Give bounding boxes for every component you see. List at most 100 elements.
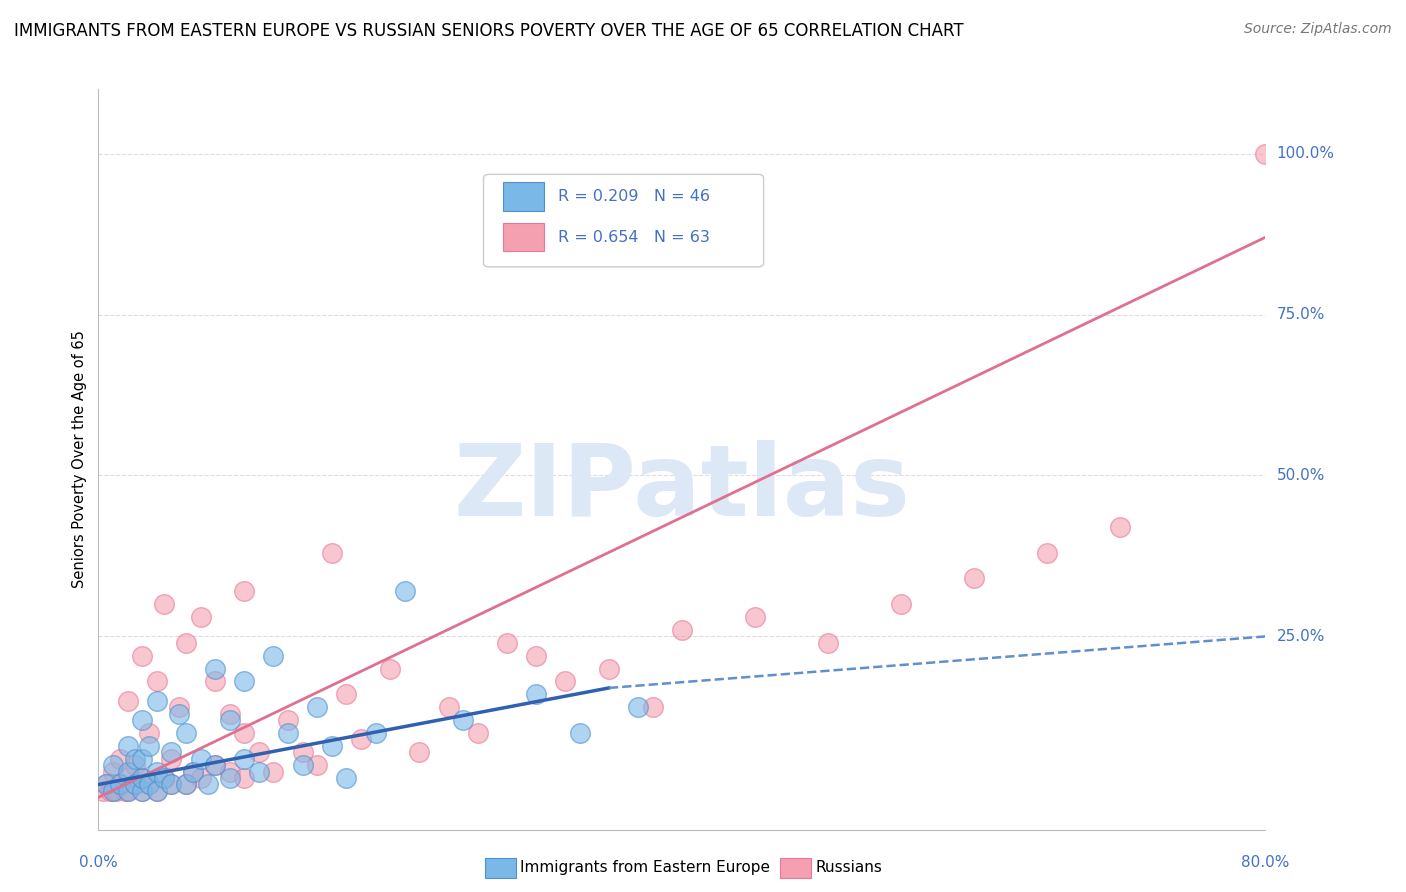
Point: [554, 674, 576, 689]
Text: Russians: Russians: [815, 860, 883, 874]
Point: [394, 584, 416, 599]
Text: 0.0%: 0.0%: [79, 855, 118, 870]
Text: 80.0%: 80.0%: [1241, 855, 1289, 870]
Point: [524, 648, 547, 663]
Point: [451, 713, 474, 727]
Bar: [780, 858, 811, 878]
Point: [204, 662, 226, 676]
Point: [321, 546, 343, 560]
Point: [131, 771, 153, 785]
Text: Source: ZipAtlas.com: Source: ZipAtlas.com: [1244, 22, 1392, 37]
Point: [218, 771, 240, 785]
Point: [467, 726, 489, 740]
Point: [190, 771, 212, 785]
Point: [131, 648, 153, 663]
Point: [131, 771, 153, 785]
Point: [204, 674, 226, 689]
Point: [641, 700, 664, 714]
Point: [117, 784, 139, 798]
Point: [380, 662, 402, 676]
Point: [233, 584, 256, 599]
Text: 50.0%: 50.0%: [1277, 468, 1324, 483]
Point: [291, 745, 314, 759]
Point: [817, 636, 839, 650]
Point: [138, 777, 160, 791]
Bar: [503, 183, 544, 211]
Point: [568, 726, 591, 740]
Point: [110, 752, 132, 766]
Point: [890, 597, 912, 611]
Point: [321, 739, 343, 753]
Point: [262, 764, 284, 779]
Point: [153, 771, 176, 785]
Point: [671, 623, 693, 637]
Y-axis label: Seniors Poverty Over the Age of 65: Seniors Poverty Over the Age of 65: [72, 330, 87, 589]
Point: [167, 700, 190, 714]
Point: [167, 706, 190, 721]
Point: [131, 784, 153, 798]
Point: [160, 745, 183, 759]
Point: [233, 726, 256, 740]
Point: [277, 726, 299, 740]
Point: [160, 777, 183, 791]
Point: [160, 752, 183, 766]
Point: [204, 758, 226, 772]
Point: [124, 758, 146, 772]
Point: [124, 777, 146, 791]
Point: [124, 777, 146, 791]
Point: [91, 784, 114, 798]
Point: [146, 784, 169, 798]
Point: [153, 771, 176, 785]
Point: [117, 764, 139, 779]
Point: [146, 694, 169, 708]
Point: [247, 764, 270, 779]
Point: [1035, 546, 1057, 560]
Point: [437, 700, 460, 714]
Text: IMMIGRANTS FROM EASTERN EUROPE VS RUSSIAN SENIORS POVERTY OVER THE AGE OF 65 COR: IMMIGRANTS FROM EASTERN EUROPE VS RUSSIA…: [14, 22, 963, 40]
Point: [131, 752, 153, 766]
Bar: [485, 858, 516, 878]
Point: [598, 662, 620, 676]
Point: [101, 784, 124, 798]
Point: [117, 784, 139, 798]
Point: [181, 764, 204, 779]
Point: [190, 752, 212, 766]
Point: [233, 752, 256, 766]
Point: [627, 700, 650, 714]
Point: [408, 745, 430, 759]
Point: [117, 694, 139, 708]
Point: [197, 777, 219, 791]
Point: [94, 777, 117, 791]
Point: [138, 726, 160, 740]
Point: [233, 674, 256, 689]
Point: [101, 764, 124, 779]
Point: [218, 764, 240, 779]
Point: [104, 784, 127, 798]
Point: [174, 777, 197, 791]
Point: [496, 636, 519, 650]
Point: [153, 597, 176, 611]
Text: ZIPatlas: ZIPatlas: [454, 441, 910, 538]
Point: [1254, 146, 1277, 161]
Point: [110, 777, 132, 791]
Point: [174, 777, 197, 791]
Point: [291, 758, 314, 772]
Point: [277, 713, 299, 727]
Point: [131, 784, 153, 798]
Point: [233, 771, 256, 785]
Point: [1108, 520, 1130, 534]
Point: [124, 752, 146, 766]
Point: [110, 777, 132, 791]
Point: [247, 745, 270, 759]
Point: [131, 713, 153, 727]
Point: [138, 777, 160, 791]
Text: 100.0%: 100.0%: [1277, 146, 1334, 161]
Point: [138, 739, 160, 753]
Point: [307, 758, 329, 772]
Point: [146, 674, 169, 689]
Point: [335, 687, 357, 701]
Point: [524, 687, 547, 701]
Bar: [503, 223, 544, 252]
Point: [117, 739, 139, 753]
Point: [962, 572, 984, 586]
